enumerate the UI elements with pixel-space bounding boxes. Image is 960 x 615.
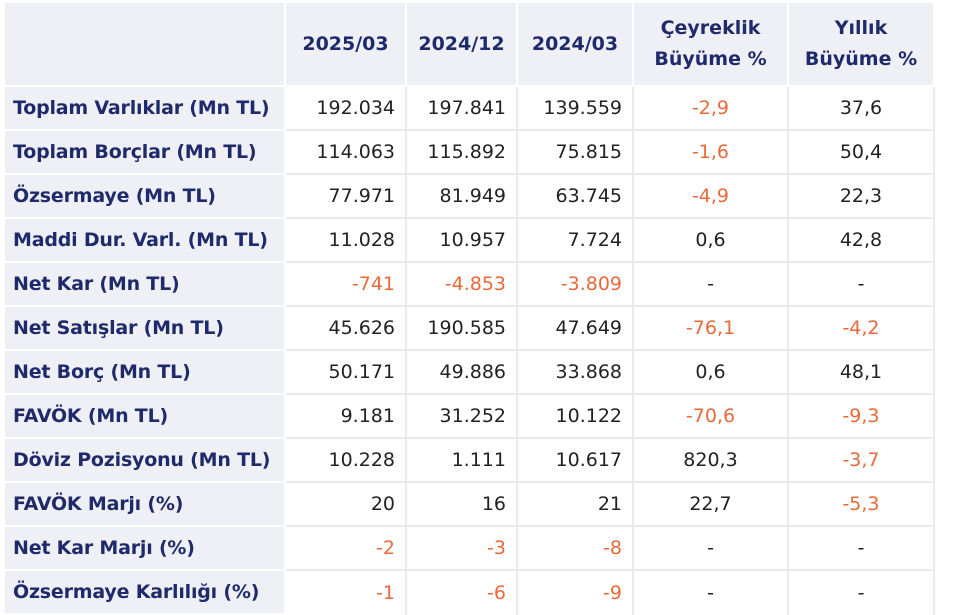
value-2024-03: 33.868 [518,351,634,395]
value-2024-03: 63.745 [518,175,634,219]
value-2024-03: 10.122 [518,395,634,439]
value-2025-03: 10.228 [286,439,407,483]
value-quarterly-growth: 0,6 [634,219,789,263]
value-quarterly-growth: 22,7 [634,483,789,527]
row-label: Net Satışlar (Mn TL) [5,307,286,351]
value-quarterly-growth: -1,6 [634,131,789,175]
header-quarterly-growth-line2: Büyüme % [654,48,767,70]
value-2024-12: 16 [407,483,518,527]
value-2024-03: 21 [518,483,634,527]
value-quarterly-growth: -4,9 [634,175,789,219]
row-label: Net Kar (Mn TL) [5,263,286,307]
value-2024-03: -8 [518,527,634,571]
value-2024-12: -3 [407,527,518,571]
row-label: Maddi Dur. Varl. (Mn TL) [5,219,286,263]
row-label: FAVÖK Marjı (%) [5,483,286,527]
value-2024-12: 31.252 [407,395,518,439]
value-2025-03: 50.171 [286,351,407,395]
value-2024-12: 49.886 [407,351,518,395]
header-2025-03: 2025/03 [286,3,407,87]
value-yearly-growth: 22,3 [789,175,935,219]
value-2024-12: 190.585 [407,307,518,351]
value-yearly-growth: 37,6 [789,87,935,131]
row-label: Döviz Pozisyonu (Mn TL) [5,439,286,483]
value-quarterly-growth: - [634,571,789,615]
value-2025-03: 20 [286,483,407,527]
row-label: Net Borç (Mn TL) [5,351,286,395]
value-yearly-growth: 42,8 [789,219,935,263]
value-2024-12: -6 [407,571,518,615]
financial-summary-table: 2025/03 2024/12 2024/03 Çeyreklik Büyüme… [5,3,955,615]
value-2024-03: -3.809 [518,263,634,307]
row-label: Toplam Varlıklar (Mn TL) [5,87,286,131]
header-yearly-growth: Yıllık Büyüme % [789,3,935,87]
row-label: FAVÖK (Mn TL) [5,395,286,439]
value-2024-03: 7.724 [518,219,634,263]
value-2025-03: 77.971 [286,175,407,219]
row-label: Net Kar Marjı (%) [5,527,286,571]
value-yearly-growth: -9,3 [789,395,935,439]
row-label: Toplam Borçlar (Mn TL) [5,131,286,175]
value-yearly-growth: -4,2 [789,307,935,351]
value-2024-03: 139.559 [518,87,634,131]
value-2025-03: -1 [286,571,407,615]
value-quarterly-growth: 0,6 [634,351,789,395]
value-yearly-growth: - [789,263,935,307]
value-2024-12: 10.957 [407,219,518,263]
value-2024-03: 10.617 [518,439,634,483]
value-yearly-growth: - [789,571,935,615]
value-quarterly-growth: 820,3 [634,439,789,483]
value-yearly-growth: 50,4 [789,131,935,175]
value-2024-12: 1.111 [407,439,518,483]
value-2024-12: -4.853 [407,263,518,307]
value-quarterly-growth: -76,1 [634,307,789,351]
row-label: Özsermaye Karlılığı (%) [5,571,286,615]
value-2024-03: 47.649 [518,307,634,351]
value-yearly-growth: 48,1 [789,351,935,395]
header-corner [5,3,286,87]
value-yearly-growth: -5,3 [789,483,935,527]
value-quarterly-growth: -70,6 [634,395,789,439]
value-2024-03: -9 [518,571,634,615]
value-yearly-growth: - [789,527,935,571]
header-quarterly-growth-line1: Çeyreklik [660,17,761,39]
value-quarterly-growth: - [634,527,789,571]
value-yearly-growth: -3,7 [789,439,935,483]
value-2025-03: 11.028 [286,219,407,263]
value-2024-12: 115.892 [407,131,518,175]
header-quarterly-growth: Çeyreklik Büyüme % [634,3,789,87]
value-2024-12: 81.949 [407,175,518,219]
value-2025-03: -2 [286,527,407,571]
value-2025-03: 9.181 [286,395,407,439]
header-yearly-growth-line2: Büyüme % [804,48,918,70]
header-2024-12: 2024/12 [407,3,518,87]
value-2025-03: 114.063 [286,131,407,175]
value-2024-12: 197.841 [407,87,518,131]
row-label: Özsermaye (Mn TL) [5,175,286,219]
value-quarterly-growth: -2,9 [634,87,789,131]
value-quarterly-growth: - [634,263,789,307]
value-2025-03: 45.626 [286,307,407,351]
value-2025-03: -741 [286,263,407,307]
header-yearly-growth-line1: Yıllık [834,17,888,39]
value-2025-03: 192.034 [286,87,407,131]
value-2024-03: 75.815 [518,131,634,175]
header-2024-03: 2024/03 [518,3,634,87]
